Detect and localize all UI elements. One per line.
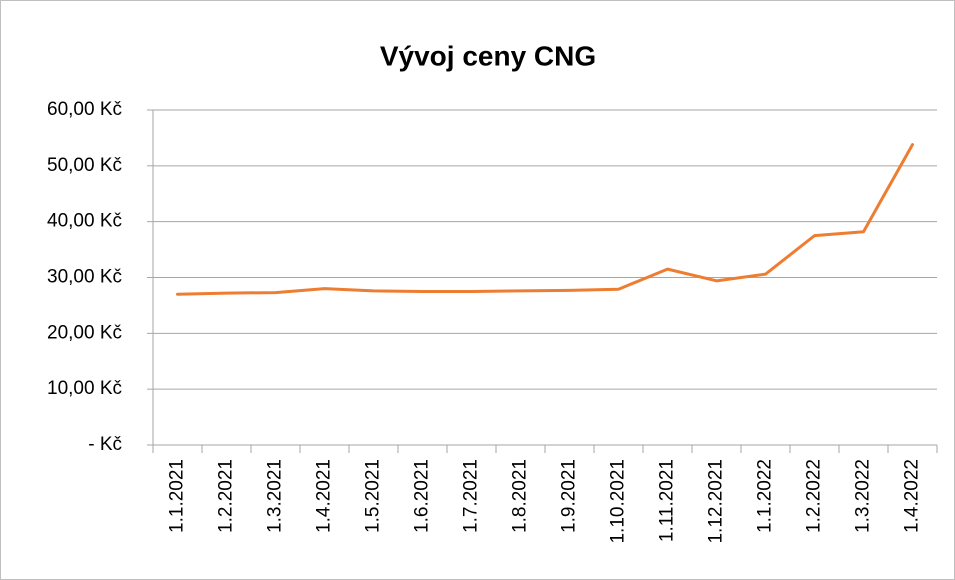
x-tick-label: 1.4.2022	[902, 459, 923, 533]
x-tick-label: 1.1.2022	[755, 459, 776, 533]
x-tick-label: 1.8.2021	[510, 459, 531, 533]
x-tick-label: 1.2.2021	[216, 459, 237, 533]
y-tick-label: 60,00 Kč	[47, 99, 122, 120]
y-tick-label: 40,00 Kč	[47, 211, 122, 232]
x-tick-label: 1.10.2021	[608, 459, 629, 544]
line	[176, 143, 914, 296]
chart-title: Vývoj ceny CNG	[380, 40, 596, 71]
x-tick-label: 1.7.2021	[461, 459, 482, 533]
x-tick-label: 1.5.2021	[363, 459, 384, 533]
x-tick-label: 1.3.2021	[265, 459, 286, 533]
x-tick-label: 1.12.2021	[706, 459, 727, 544]
y-tick-label: 50,00 Kč	[47, 155, 122, 176]
x-tick-label: 1.3.2022	[853, 459, 874, 533]
y-tick-label: - Kč	[88, 434, 122, 455]
x-tick-label: 1.6.2021	[412, 459, 433, 533]
x-tick-label: 1.9.2021	[559, 459, 580, 533]
y-tick-label: 20,00 Kč	[47, 322, 122, 343]
x-tick-label: 1.2.2022	[804, 459, 825, 533]
x-tick-label: 1.4.2021	[314, 459, 335, 533]
y-tick-label: 10,00 Kč	[47, 378, 122, 399]
y-tick-label: 30,00 Kč	[47, 267, 122, 288]
x-tick-label: 1.11.2021	[657, 459, 678, 542]
x-tick-label: 1.1.2021	[167, 459, 188, 533]
